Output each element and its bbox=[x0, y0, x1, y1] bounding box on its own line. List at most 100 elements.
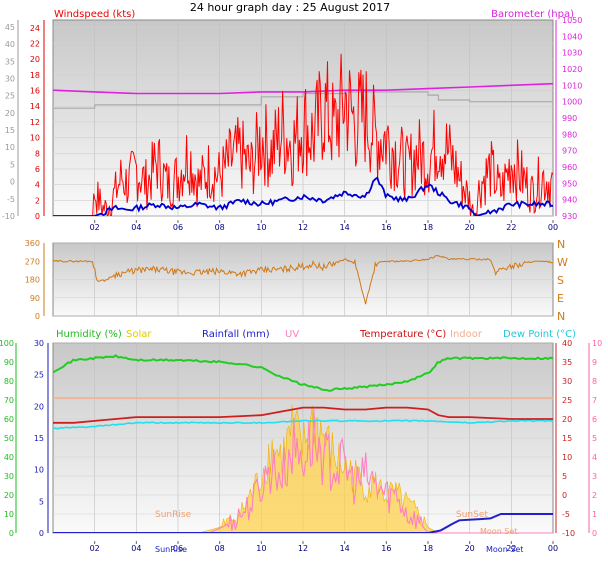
axis-tick-label: 10 bbox=[562, 453, 572, 462]
direction-series bbox=[53, 254, 553, 305]
indoor-label: Indoor bbox=[450, 329, 483, 340]
wind-direction-line bbox=[53, 254, 553, 305]
axis-tick-label: 20 bbox=[30, 55, 40, 64]
axis-tick-label: 40 bbox=[4, 453, 14, 462]
axis-tick-label: 0 bbox=[10, 178, 15, 187]
temperature-label: Temperature (°C) bbox=[359, 329, 446, 340]
axis-tick-label: 270 bbox=[25, 257, 40, 266]
time-tick-label: 16 bbox=[381, 223, 391, 232]
compass-n-bottom: N bbox=[557, 310, 565, 323]
axis-tick-label: 30 bbox=[562, 377, 572, 386]
compass-w: W bbox=[557, 256, 568, 269]
time-tick-label: 12 bbox=[298, 223, 308, 232]
axis-tick-label: 180 bbox=[25, 276, 40, 285]
time-tick-label: 04 bbox=[131, 544, 141, 553]
axis-tick-label: 0 bbox=[35, 312, 40, 321]
time-tick-label: 22 bbox=[506, 223, 516, 232]
compass-e: E bbox=[557, 292, 564, 305]
dew-point-line bbox=[53, 419, 553, 430]
axis-tick-label: 980 bbox=[562, 130, 577, 139]
sunrise-axis-label: SunRise bbox=[155, 545, 187, 554]
axis-tick-label: 2 bbox=[592, 491, 597, 500]
axis-tick-label: 12 bbox=[30, 118, 40, 127]
axis-tick-label: -10 bbox=[2, 212, 15, 221]
axis-tick-label: 10 bbox=[34, 466, 44, 475]
time-tick-label: 16 bbox=[381, 544, 391, 553]
compass-axis: N W S E N bbox=[557, 238, 568, 323]
moonset-label: Moon Set bbox=[480, 527, 517, 536]
axis-tick-label: 40 bbox=[5, 40, 15, 49]
moonset-axis-label: Moon Set bbox=[486, 545, 523, 554]
axis-tick-label: 10 bbox=[592, 339, 602, 348]
rainfall-axis: 30 25 20 15 10 5 0 bbox=[34, 339, 49, 538]
axis-tick-label: 5 bbox=[10, 160, 15, 169]
axis-tick-label: 8 bbox=[592, 377, 597, 386]
rainfall-label: Rainfall (mm) bbox=[202, 329, 270, 340]
compass-s: S bbox=[557, 274, 564, 287]
axis-tick-label: 1010 bbox=[562, 81, 582, 90]
time-tick-label: 10 bbox=[256, 223, 266, 232]
axis-tick-label: 90 bbox=[4, 358, 14, 367]
temp-humidity-series bbox=[53, 354, 553, 533]
time-tick-label: 00 bbox=[548, 223, 558, 232]
axis-tick-label: 0 bbox=[9, 529, 14, 538]
axis-tick-label: 30 bbox=[34, 339, 44, 348]
wind-pressure-series bbox=[53, 53, 553, 216]
time-tick-label: 18 bbox=[423, 544, 433, 553]
axis-tick-label: 20 bbox=[5, 109, 15, 118]
axis-tick-label: 15 bbox=[34, 434, 44, 443]
axis-tick-label: 14 bbox=[30, 102, 40, 111]
time-tick-label: 00 bbox=[548, 544, 558, 553]
axis-tick-label: 1030 bbox=[562, 49, 582, 58]
axis-tick-label: 1000 bbox=[562, 98, 582, 107]
time-tick-label: 10 bbox=[256, 544, 266, 553]
axis-tick-label: 4 bbox=[35, 181, 40, 190]
axis-tick-label: 15 bbox=[562, 434, 572, 443]
axis-tick-label: 950 bbox=[562, 179, 577, 188]
axis-tick-label: 360 bbox=[25, 239, 40, 248]
axis-tick-label: 10 bbox=[30, 134, 40, 143]
axis-tick-label: 20 bbox=[34, 402, 44, 411]
solar-area bbox=[53, 404, 553, 533]
axis-tick-label: 30 bbox=[5, 74, 15, 83]
axis-tick-label: 1040 bbox=[562, 32, 582, 41]
axis-tick-label: 2 bbox=[35, 196, 40, 205]
direction-panel-grid bbox=[53, 242, 553, 317]
axis-tick-label: 18 bbox=[30, 71, 40, 80]
time-tick-label: 22 bbox=[506, 544, 516, 553]
axis-tick-label: 0 bbox=[39, 529, 44, 538]
time-tick-label: 04 bbox=[131, 223, 141, 232]
graph-title: 24 hour graph day : 25 August 2017 bbox=[190, 1, 390, 14]
uv-line bbox=[53, 409, 553, 533]
axis-tick-label: 25 bbox=[562, 396, 572, 405]
axis-tick-label: 22 bbox=[30, 40, 40, 49]
axis-tick-label: 90 bbox=[30, 294, 40, 303]
axis-tick-label: 40 bbox=[562, 339, 572, 348]
axis-tick-label: 5 bbox=[562, 472, 567, 481]
axis-tick-label: 25 bbox=[5, 92, 15, 101]
axis-tick-label: 940 bbox=[562, 196, 577, 205]
wind-average-line bbox=[53, 176, 553, 216]
barometer-line bbox=[53, 82, 553, 95]
time-tick-label: 14 bbox=[340, 544, 350, 553]
axis-tick-label: 0 bbox=[562, 491, 567, 500]
axis-tick-label: 9 bbox=[592, 358, 597, 367]
axis-tick-label: 35 bbox=[562, 358, 572, 367]
compass-n-top: N bbox=[557, 238, 565, 251]
axis-tick-label: 5 bbox=[39, 497, 44, 506]
axis-tick-label: 6 bbox=[35, 165, 40, 174]
time-tick-label: 06 bbox=[173, 223, 183, 232]
direction-degrees-axis: 360 270 180 90 0 bbox=[25, 239, 45, 321]
dew-point-label: Dew Point (°C) bbox=[503, 329, 576, 340]
axis-tick-label: 100 bbox=[0, 339, 14, 348]
axis-tick-label: 960 bbox=[562, 163, 577, 172]
sunrise-label: SunRise bbox=[155, 510, 192, 520]
barometer-secondary-line bbox=[53, 91, 553, 109]
axis-tick-label: 8 bbox=[35, 149, 40, 158]
sunset-label: SunSet bbox=[456, 510, 488, 520]
